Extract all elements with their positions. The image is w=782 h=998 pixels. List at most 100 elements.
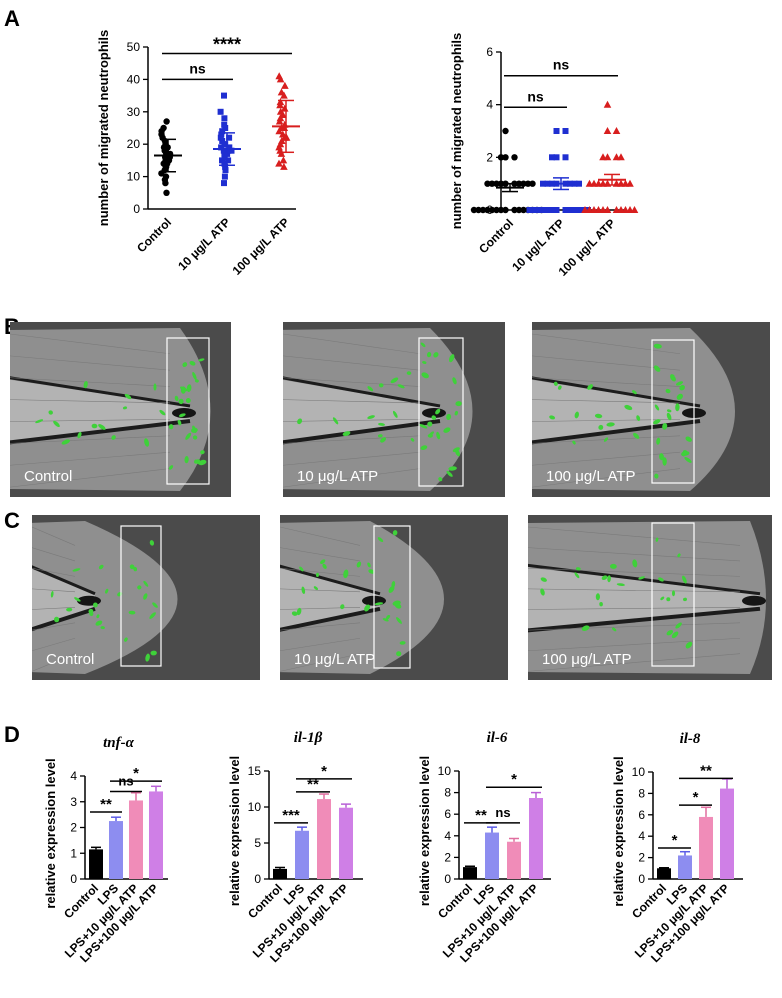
bar <box>657 868 671 879</box>
category-label: 100 μg/L ATP <box>230 215 293 278</box>
tissue-striation <box>283 377 421 387</box>
data-point <box>218 144 225 151</box>
neutrophil <box>581 625 590 631</box>
neutrophil <box>601 575 608 581</box>
neutrophil <box>654 404 660 411</box>
wound-site <box>172 408 196 418</box>
data-point <box>163 118 170 125</box>
neutrophil <box>149 612 156 619</box>
tissue-striation <box>10 435 171 444</box>
data-point <box>219 128 226 135</box>
data-point <box>531 207 537 213</box>
neutrophil <box>143 580 149 587</box>
chart-title: il-1β <box>294 730 323 746</box>
data-point <box>226 144 233 151</box>
data-point <box>571 207 578 213</box>
neutrophil <box>168 465 174 470</box>
significance-label: * <box>672 832 678 849</box>
neutrophil <box>159 409 166 416</box>
micrograph: 10 μg/L ATP <box>280 515 508 680</box>
y-tick-label: 10 <box>632 765 646 779</box>
y-axis-title: number of migrated neutrophils <box>449 33 464 229</box>
neutrophil <box>133 566 138 572</box>
neutrophil <box>182 362 188 368</box>
bar <box>529 798 543 879</box>
data-point <box>567 207 573 213</box>
neutrophil <box>178 398 184 405</box>
bar <box>678 855 692 879</box>
data-point <box>222 167 229 174</box>
neutrophil <box>426 351 432 358</box>
bar <box>109 821 123 879</box>
bar <box>485 832 499 879</box>
neutrophil <box>638 576 645 580</box>
neutrophil <box>100 626 105 630</box>
y-tick-label: 1 <box>70 846 77 860</box>
neutrophil <box>291 611 298 616</box>
neutrophil <box>422 361 427 364</box>
y-tick-label: 10 <box>127 170 141 184</box>
neutrophil <box>454 410 458 416</box>
neutrophil <box>91 423 98 429</box>
neutrophil <box>368 569 375 574</box>
roi-box <box>120 525 162 667</box>
data-point <box>488 206 496 214</box>
data-point <box>475 206 482 214</box>
data-point <box>488 180 496 187</box>
neutrophil <box>48 410 53 415</box>
neutrophil <box>340 604 345 610</box>
neutrophil <box>50 591 54 598</box>
y-tick-label: 0 <box>133 202 140 216</box>
neutrophil <box>143 593 148 600</box>
neutrophil <box>177 419 182 426</box>
neutrophil <box>670 374 676 382</box>
micrograph-label: Control <box>46 651 94 668</box>
neutrophil <box>149 540 155 546</box>
significance-label: * <box>511 771 517 788</box>
neutrophil <box>540 588 545 596</box>
tissue-striation <box>283 468 421 488</box>
neutrophil <box>315 572 320 577</box>
neutrophil <box>675 403 680 412</box>
neutrophil <box>572 440 576 445</box>
tissue-striation <box>528 547 741 562</box>
data-point <box>221 180 227 187</box>
y-tick-label: 40 <box>127 72 141 86</box>
neutrophil <box>378 383 384 388</box>
notochord <box>10 379 190 443</box>
neutrophil <box>684 456 692 463</box>
significance-label: **** <box>213 34 241 54</box>
y-tick-label: 50 <box>127 40 141 54</box>
data-point <box>217 108 224 115</box>
neutrophil <box>83 380 88 389</box>
data-point <box>529 180 536 187</box>
neutrophil <box>610 563 617 569</box>
tissue-striation <box>32 547 76 562</box>
category-label: Control <box>134 215 174 255</box>
significance-label: * <box>693 789 699 806</box>
bar <box>699 816 713 879</box>
data-point <box>603 127 612 134</box>
neutrophil <box>587 384 594 390</box>
data-point <box>502 154 509 161</box>
significance-label: ns <box>527 88 544 104</box>
tissue-striation <box>528 653 741 672</box>
category-label: 10 μg/L ATP <box>175 215 233 273</box>
data-point <box>515 206 523 214</box>
tissue-striation <box>10 451 171 466</box>
y-tick-label: 6 <box>486 45 493 59</box>
data-point <box>515 180 523 187</box>
neutrophil <box>397 384 405 389</box>
tissue-striation <box>32 637 76 652</box>
neutrophil <box>128 610 136 615</box>
data-point <box>576 180 582 187</box>
neutrophil <box>152 602 158 608</box>
neutrophil <box>378 422 385 426</box>
y-tick-label: 0 <box>444 872 451 886</box>
panel-letter-d: D <box>4 722 20 747</box>
category-label: Control <box>476 216 516 256</box>
data-point <box>221 92 227 99</box>
neutrophil <box>95 620 103 626</box>
neutrophil <box>655 537 659 542</box>
neutrophil <box>632 559 638 568</box>
